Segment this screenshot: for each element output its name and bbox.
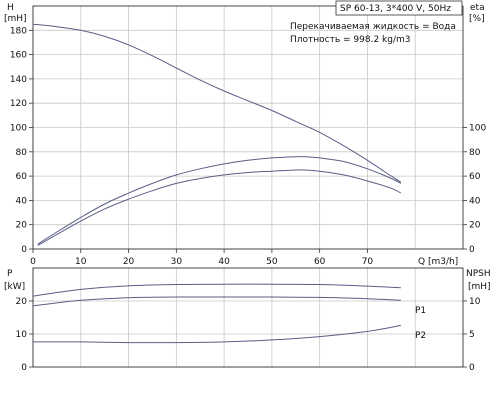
y-tick-label-right: 60 [469,172,481,182]
head-axis-label: H [7,3,14,13]
y-tick-label-left: 20 [16,221,28,231]
eta-axis-unit: [%] [469,14,485,24]
density-annotation: Плотность = 998.2 kg/m3 [290,35,411,45]
y-tick-label-left: 20 [16,297,28,307]
npsh-axis-unit: [mH] [468,282,491,292]
chart-title: SP 60-13, 3*400 V, 50Hz [340,4,451,14]
head-axis-unit: [mH] [4,14,27,24]
y-tick-label-right: 0 [469,363,475,373]
y-tick-label-right: 40 [469,196,481,206]
y-tick-label-right: 100 [469,124,486,134]
y-tick-label-left: 140 [10,75,27,85]
p1-power-curve [32,283,401,297]
x-tick-label: 60 [314,257,326,267]
npsh-axis-label: NPSH [466,269,491,279]
y-tick-label-left: 100 [10,124,27,134]
efficiency-curve-lower [37,169,402,246]
x-tick-label: 20 [123,257,135,267]
y-tick-label-left: 120 [10,99,27,109]
y-tick-label-left: 180 [10,26,27,36]
y-tick-label-left: 10 [16,330,28,340]
p2-power-curve [32,296,401,307]
head-curve [32,23,402,183]
curves [32,23,402,344]
x-tick-label: 0 [30,257,36,267]
x-tick-label: 10 [75,257,87,267]
y-tick-label-right: 5 [469,330,475,340]
fluid-annotation: Перекачиваемая жидкость = Вода [290,22,456,32]
series-label-p1: P1 [415,306,426,316]
power-axis-unit: [kW] [4,282,25,292]
x-tick-label: 50 [266,257,278,267]
x-tick-label: 70 [362,257,374,267]
title-box [335,0,463,16]
series-label-p2: P2 [415,331,426,341]
y-tick-label-right: 10 [469,297,481,307]
bottom-plot-frame [32,267,464,368]
x-tick-label: 30 [171,257,183,267]
y-tick-label-right: 80 [469,148,481,158]
power-axis-label: P [7,269,13,279]
flow-axis-label: Q [m3/h] [418,257,458,267]
axis-ticks: 0 10 20 30 40 50 60 700204060801001201401601800… [10,26,487,373]
grid [32,6,463,368]
y-tick-label-left: 80 [16,148,28,158]
y-tick-label-left: 60 [16,172,28,182]
efficiency-curve-upper [37,156,402,245]
y-tick-label-right: 0 [469,245,475,255]
y-tick-label-left: 160 [10,51,27,61]
y-tick-label-left: 40 [16,196,28,206]
y-tick-label-left: 0 [21,363,27,373]
plot-frames [32,5,464,368]
y-tick-label-right: 20 [469,221,481,231]
y-tick-label-left: 0 [21,245,27,255]
npsh-curve [32,324,401,344]
x-tick-label: 40 [218,257,230,267]
eta-axis-label: eta [470,3,485,13]
